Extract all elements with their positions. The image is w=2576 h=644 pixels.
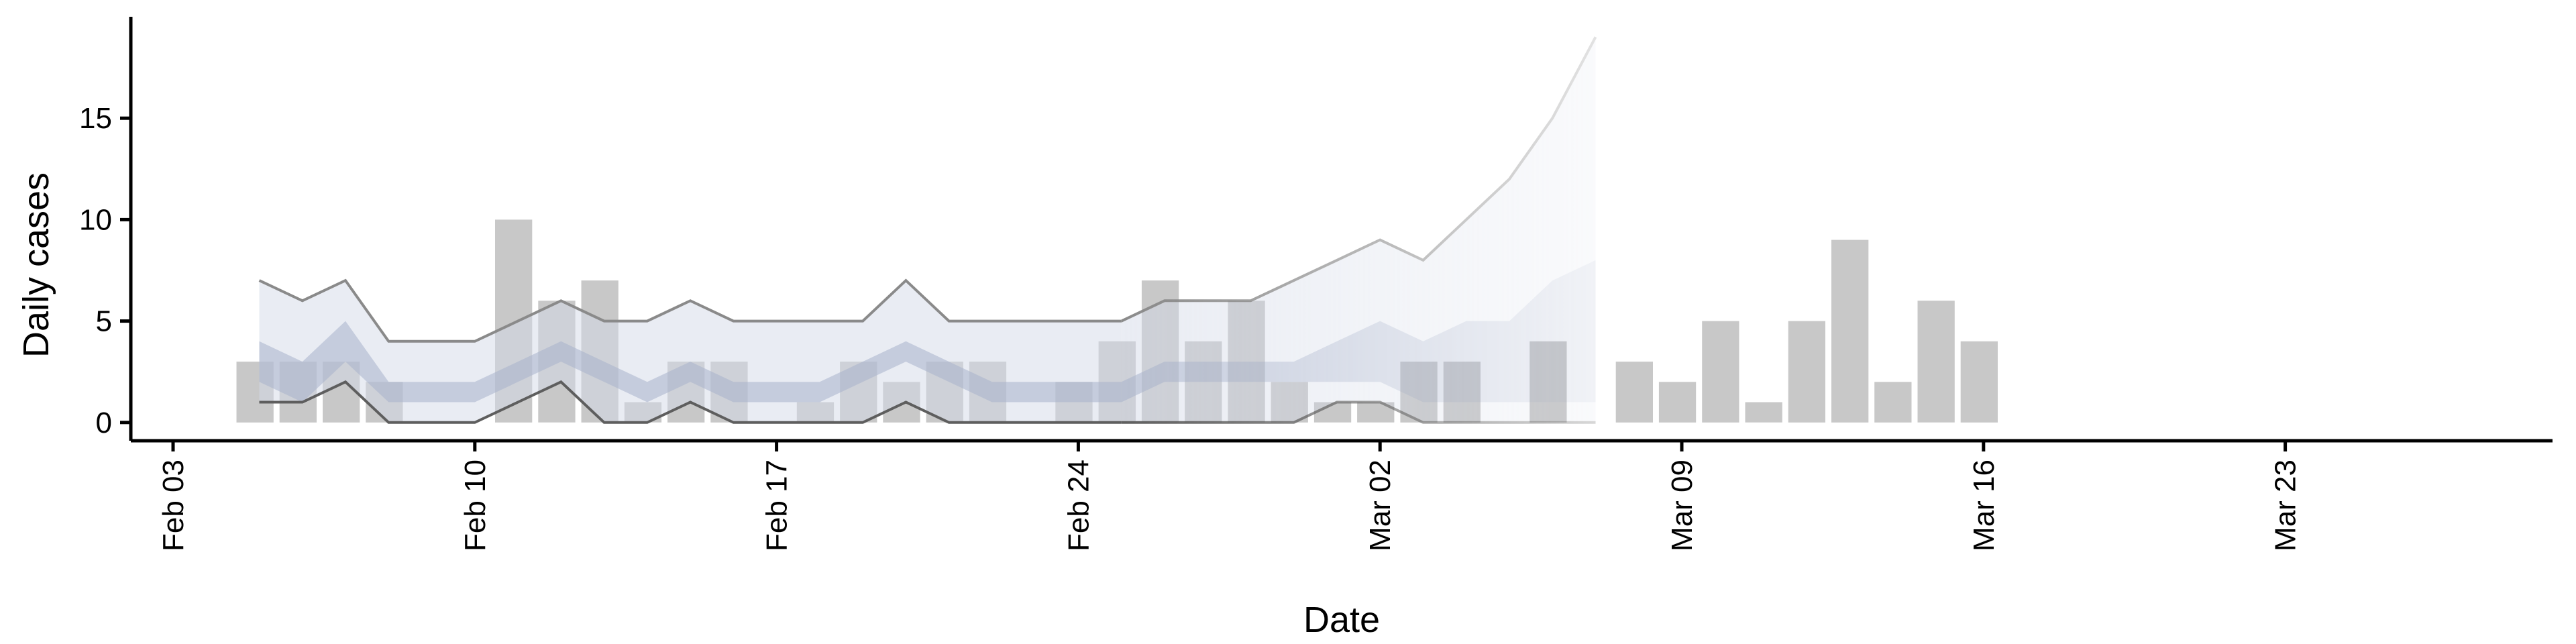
x-tick-label-Mar-09: Mar 09 bbox=[1666, 460, 1699, 551]
bar-day-35 bbox=[1702, 321, 1739, 423]
bar-day-40 bbox=[1917, 301, 1955, 423]
bar-day-33 bbox=[1615, 362, 1653, 423]
bar-day-38 bbox=[1831, 239, 1869, 423]
y-tick-label-15: 15 bbox=[79, 102, 112, 135]
x-tick-label-Mar-23: Mar 23 bbox=[2269, 460, 2302, 551]
x-tick-label-Feb-17: Feb 17 bbox=[761, 460, 794, 551]
x-axis-title: Date bbox=[1303, 600, 1380, 640]
x-tick-label-Feb-24: Feb 24 bbox=[1062, 460, 1095, 551]
x-tick-label-Mar-16: Mar 16 bbox=[1968, 460, 2000, 551]
inner-band bbox=[259, 260, 1596, 402]
upper-bound-line bbox=[258, 36, 1597, 343]
nowcast-bands bbox=[258, 36, 1597, 424]
x-tick-label-Mar-30: Mar 30 bbox=[2571, 460, 2576, 551]
bar-day-36 bbox=[1745, 402, 1782, 423]
lower-bound-line bbox=[259, 380, 1596, 424]
bar-day-41 bbox=[1960, 341, 1998, 423]
y-tick-label-10: 10 bbox=[79, 203, 112, 236]
bar-day-37 bbox=[1788, 321, 1825, 423]
outer-band bbox=[259, 37, 1596, 423]
x-tick-label-Mar-02: Mar 02 bbox=[1364, 460, 1397, 551]
x-tick-label-Feb-10: Feb 10 bbox=[459, 460, 492, 551]
bar-day-34 bbox=[1658, 382, 1697, 423]
axes: 0 5 10 15 Feb 03 Feb 10 Feb 17 Feb 24 Mar 02 Mar … bbox=[79, 17, 2576, 551]
y-axis-title: Daily cases bbox=[16, 172, 56, 358]
y-tick-label-5: 5 bbox=[96, 305, 112, 338]
y-tick-label-0: 0 bbox=[96, 407, 112, 439]
x-tick-label-Feb-03: Feb 03 bbox=[157, 460, 190, 551]
bar-day-39 bbox=[1874, 382, 1912, 423]
